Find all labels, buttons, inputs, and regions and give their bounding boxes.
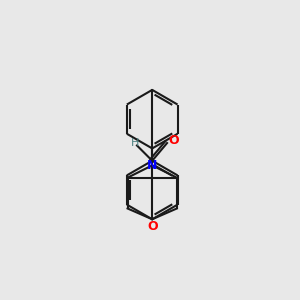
- Text: O: O: [147, 220, 158, 233]
- Text: N: N: [147, 159, 158, 172]
- Text: H: H: [130, 138, 139, 148]
- Text: O: O: [168, 134, 178, 147]
